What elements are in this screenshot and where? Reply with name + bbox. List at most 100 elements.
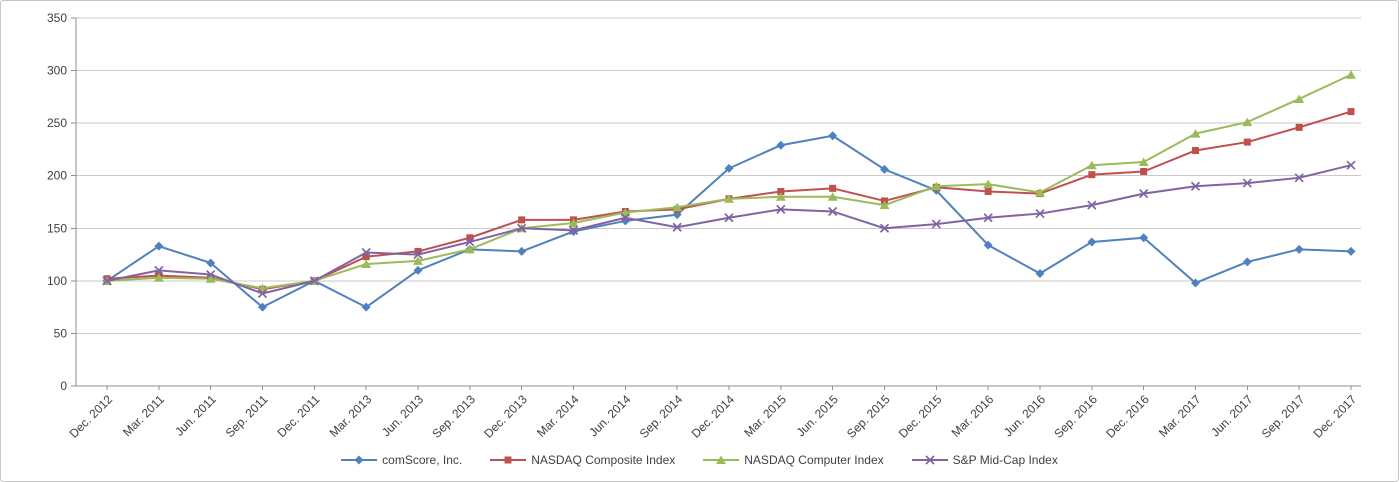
marker-x xyxy=(102,276,112,286)
marker-triangle xyxy=(1242,117,1253,127)
marker-diamond xyxy=(1191,278,1200,288)
marker-triangle xyxy=(1138,157,1149,167)
marker-triangle xyxy=(827,192,838,201)
series-line-s-p-mid-cap-index xyxy=(106,164,1352,295)
x-axis-label: Mar. 2015 xyxy=(741,392,789,440)
marker-diamond xyxy=(880,164,889,174)
x-axis-label: Dec. 2015 xyxy=(896,392,945,441)
x-axis-label: Sep. 2013 xyxy=(429,392,478,441)
x-axis-label: Mar. 2016 xyxy=(949,392,997,440)
marker-diamond xyxy=(1139,233,1149,243)
marker-diamond xyxy=(154,241,164,251)
x-axis-label: Dec. 2011 xyxy=(275,392,323,440)
y-axis-label: 200 xyxy=(47,169,67,183)
marker-x xyxy=(724,213,734,223)
marker-triangle xyxy=(931,181,942,191)
y-axis-label: 350 xyxy=(47,11,67,25)
chart-legend: comScore, Inc. NASDAQ Composite Index NASD… xyxy=(1,453,1398,467)
marker-x xyxy=(361,247,371,258)
marker-triangle xyxy=(361,259,372,269)
marker-x xyxy=(465,237,475,247)
legend-label: S&P Mid-Cap Index xyxy=(952,453,1058,467)
marker-triangle xyxy=(568,218,579,228)
marker-triangle xyxy=(1294,94,1305,103)
marker-triangle xyxy=(879,200,890,210)
marker-triangle xyxy=(413,256,423,265)
legend-label: NASDAQ Computer Index xyxy=(744,453,884,467)
marker-diamond xyxy=(361,302,371,312)
marker-diamond xyxy=(724,163,734,173)
y-axis-label: 100 xyxy=(47,274,67,288)
marker-x xyxy=(413,249,423,260)
marker-triangle xyxy=(153,273,164,282)
marker-x xyxy=(672,222,682,232)
legend-item-comscore-inc: comScore, Inc. xyxy=(341,453,462,467)
x-axis-label: Jun. 2016 xyxy=(1001,392,1048,439)
marker-x xyxy=(1190,181,1201,191)
marker-x xyxy=(828,206,838,217)
x-axis-label: Sep. 2014 xyxy=(637,392,686,441)
series-s-p-mid-cap-index xyxy=(102,160,1356,299)
marker-diamond xyxy=(206,258,216,268)
marker-triangle xyxy=(205,274,216,283)
y-axis-label: 0 xyxy=(60,379,67,393)
marker-x xyxy=(931,219,941,229)
marker-diamond xyxy=(828,131,838,141)
marker-diamond xyxy=(517,246,527,256)
marker-x xyxy=(1294,173,1304,183)
marker-square xyxy=(829,184,837,192)
legend-square-swatch-icon xyxy=(490,456,527,464)
marker-triangle xyxy=(1190,129,1201,138)
legend-label: comScore, Inc. xyxy=(382,453,463,467)
marker-x xyxy=(1035,208,1045,219)
marker-x xyxy=(154,265,164,275)
marker-diamond xyxy=(354,455,364,465)
marker-square xyxy=(414,247,422,255)
marker-diamond xyxy=(1346,246,1356,256)
y-axis-label: 300 xyxy=(47,64,67,78)
x-axis-label: Dec. 2017 xyxy=(1311,392,1360,441)
x-axis-label: Jun. 2013 xyxy=(379,392,426,439)
marker-square xyxy=(1243,138,1251,146)
marker-triangle xyxy=(716,455,727,464)
marker-x xyxy=(1139,188,1149,199)
marker-x xyxy=(309,276,319,286)
x-axis-label: Dec. 2012 xyxy=(67,392,116,441)
marker-triangle xyxy=(672,202,683,212)
marker-diamond xyxy=(413,265,423,275)
x-axis-label: Jun. 2017 xyxy=(1208,392,1255,439)
x-axis-label: Mar. 2013 xyxy=(327,392,375,440)
x-axis-label: Dec. 2014 xyxy=(689,392,738,441)
marker-triangle xyxy=(1035,188,1045,197)
x-axis-label: Sep. 2016 xyxy=(1051,392,1100,441)
x-axis-label: Jun. 2014 xyxy=(586,392,633,439)
marker-x xyxy=(517,223,527,233)
legend-item-nasdaq-composite-index: NASDAQ Composite Index xyxy=(490,453,675,467)
y-axis-label: 250 xyxy=(47,116,67,130)
x-axis-label: Jun. 2015 xyxy=(794,392,841,439)
marker-square xyxy=(466,234,474,242)
marker-square xyxy=(984,187,992,195)
marker-triangle xyxy=(724,194,734,203)
marker-triangle xyxy=(775,192,786,201)
marker-triangle xyxy=(983,179,994,189)
marker-diamond xyxy=(983,240,993,250)
x-axis-label: Dec. 2016 xyxy=(1103,392,1152,441)
x-axis-label: Sep. 2011 xyxy=(223,392,271,440)
marker-x xyxy=(568,225,579,235)
marker-square xyxy=(1140,168,1148,176)
marker-x xyxy=(1242,178,1252,188)
marker-diamond xyxy=(1035,268,1045,278)
marker-square xyxy=(1295,123,1303,131)
marker-square xyxy=(504,456,512,464)
marker-square xyxy=(362,253,370,261)
marker-square xyxy=(777,187,785,195)
x-axis-label: Dec. 2013 xyxy=(481,392,530,441)
x-axis-label: Sep. 2017 xyxy=(1259,392,1308,441)
marker-x xyxy=(206,269,216,280)
marker-triangle xyxy=(464,244,475,254)
marker-square xyxy=(1347,108,1355,116)
x-axis-label: Mar. 2014 xyxy=(534,392,582,440)
